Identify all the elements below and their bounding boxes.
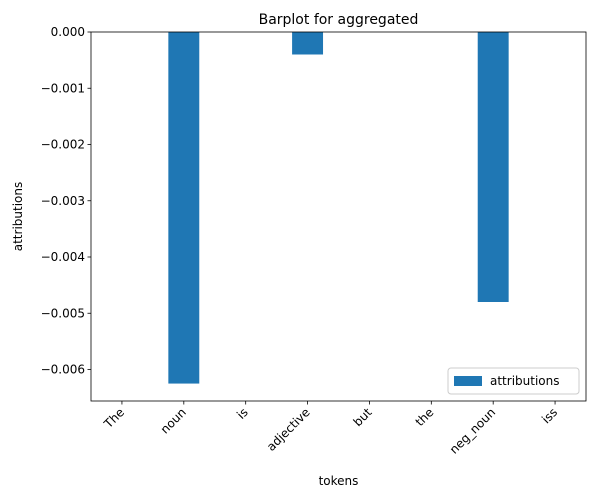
y-tick-label: 0.000 — [51, 25, 85, 39]
y-tick-label: −0.004 — [41, 250, 85, 264]
y-axis: 0.000 −0.001 −0.002 −0.003 −0.004 −0.005 −0.00… — [41, 25, 91, 377]
legend: attributions — [447, 367, 580, 395]
plot-frame — [90, 31, 587, 402]
legend-swatch — [454, 376, 482, 386]
bar-adjective — [292, 32, 324, 55]
y-tick-label: −0.002 — [41, 138, 85, 152]
y-tick-label: −0.003 — [41, 194, 85, 208]
x-tick-label: is — [234, 405, 251, 422]
x-axis: The noun is adjective but the neg_noun iss — [101, 401, 560, 457]
legend-label: attributions — [490, 374, 560, 388]
bars-group — [168, 32, 509, 384]
x-tick-label: noun — [158, 405, 189, 436]
x-tick-label: neg_noun — [447, 405, 498, 456]
bar-neg_noun — [477, 32, 509, 302]
bar-noun — [168, 32, 200, 384]
x-tick-label: adjective — [264, 405, 313, 454]
x-tick-label: iss — [539, 405, 560, 426]
chart-title: Barplot for aggregated — [259, 12, 419, 28]
y-tick-label: −0.005 — [41, 306, 85, 320]
x-tick-label: but — [351, 405, 375, 429]
y-tick-label: −0.006 — [41, 363, 85, 377]
x-axis-label: tokens — [319, 474, 359, 488]
y-axis-label: attributions — [11, 182, 25, 252]
x-tick-label: The — [101, 405, 127, 431]
legend-box — [447, 367, 580, 395]
y-tick-label: −0.001 — [41, 81, 85, 95]
x-tick-label: the — [413, 405, 437, 429]
